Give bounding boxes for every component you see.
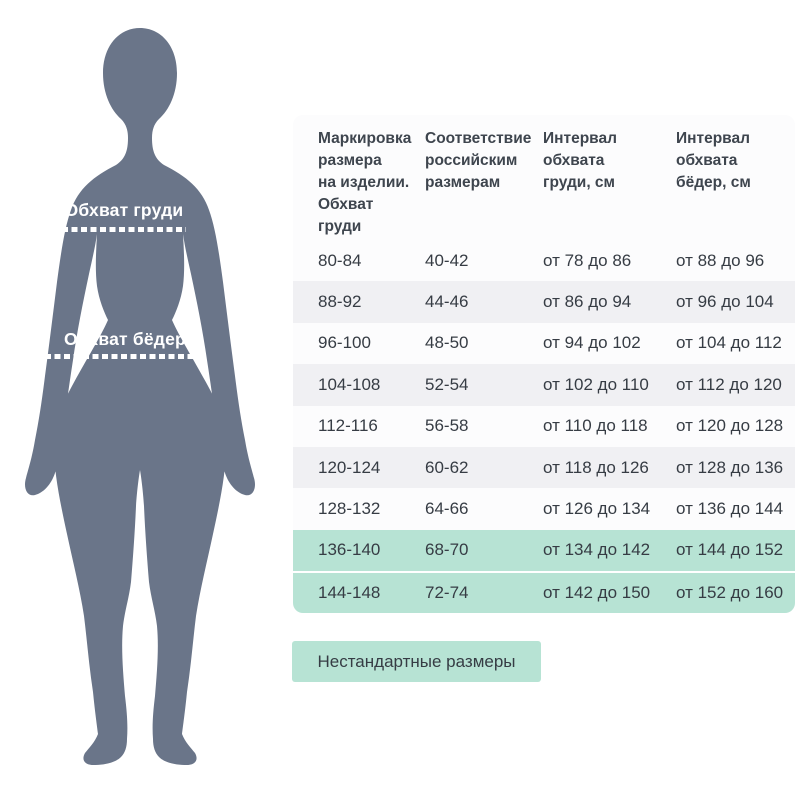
table-cell-russian: 60-62 xyxy=(425,457,469,477)
table-cell-chest: от 110 до 118 xyxy=(543,416,648,436)
table-row: 144-148 72-74 от 142 до 150 от 152 до 160 xyxy=(293,571,795,613)
table-cell-russian: 56-58 xyxy=(425,416,469,436)
table-cell-hips: от 112 до 120 xyxy=(676,374,782,394)
table-row: 112-116 56-58 от 110 до 118 от 120 до 128 xyxy=(293,406,795,447)
hips-dashed-line xyxy=(45,354,205,359)
table-cell-chest: от 134 до 142 xyxy=(543,540,651,560)
table-cell-hips: от 120 до 128 xyxy=(676,416,784,436)
chest-dashed-line xyxy=(62,227,186,232)
nonstandard-sizes-label: Нестандартные размеры xyxy=(317,651,516,671)
table-row: 136-140 68-70 от 134 до 142 от 144 до 152 xyxy=(293,529,795,572)
hips-measure-label: Обхват бёдер xyxy=(64,329,186,349)
table-cell-hips: от 128 до 136 xyxy=(676,457,784,477)
female-silhouette-figure xyxy=(0,20,280,780)
nonstandard-sizes-badge: Нестандартные размеры xyxy=(292,641,541,682)
column-header-chest-interval: Интервал обхвата груди, см xyxy=(543,130,617,191)
table-cell-chest: от 78 до 86 xyxy=(543,250,632,270)
column-header-marking: Маркировка размера на изделии. Обхват гр… xyxy=(318,130,412,235)
table-cell-russian: 48-50 xyxy=(425,333,469,353)
table-cell-hips: от 96 до 104 xyxy=(676,292,774,312)
table-cell-russian: 68-70 xyxy=(425,540,469,560)
table-cell-chest: от 142 до 150 xyxy=(543,582,651,602)
table-cell-hips: от 88 до 96 xyxy=(676,250,765,270)
table-row: 88-92 44-46 от 86 до 94 от 96 до 104 xyxy=(293,281,795,323)
table-row: 96-100 48-50 от 94 до 102 от 104 до 112 xyxy=(293,323,795,364)
table-cell-russian: 44-46 xyxy=(425,292,469,312)
table-cell-marking: 112-116 xyxy=(318,416,378,436)
table-cell-chest: от 86 до 94 xyxy=(543,292,632,312)
table-row: 120-124 60-62 от 118 до 126 от 128 до 136 xyxy=(293,446,795,489)
table-cell-marking: 88-92 xyxy=(318,292,362,312)
table-row: 104-108 52-54 от 102 до 110 от 112 до 120 xyxy=(293,364,795,406)
table-cell-chest: от 118 до 126 xyxy=(543,457,649,477)
table-cell-russian: 40-42 xyxy=(425,250,469,270)
size-table-body: 80-84 40-42 от 78 до 86 от 88 до 96 88-92 44-… xyxy=(293,240,795,613)
table-row: 128-132 64-66 от 126 до 134 от 136 до 144 xyxy=(293,488,795,529)
column-header-russian-size: Соответствие российским размерам xyxy=(425,130,532,191)
table-cell-chest: от 94 до 102 xyxy=(543,333,641,353)
table-cell-chest: от 102 до 110 xyxy=(543,374,649,394)
table-cell-russian: 52-54 xyxy=(425,374,469,394)
table-cell-marking: 120-124 xyxy=(318,457,381,477)
table-cell-marking: 104-108 xyxy=(318,374,381,394)
column-header-hips-interval: Интервал обхвата бёдер, см xyxy=(676,130,751,191)
female-silhouette-icon xyxy=(25,28,255,765)
table-cell-marking: 136-140 xyxy=(318,540,381,560)
table-header-row: Маркировка размера на изделии. Обхват гр… xyxy=(293,115,795,240)
table-cell-russian: 72-74 xyxy=(425,582,469,602)
table-cell-marking: 128-132 xyxy=(318,499,381,519)
table-cell-marking: 80-84 xyxy=(318,250,362,270)
chest-measure-label: Обхват груди xyxy=(64,200,184,220)
table-cell-marking: 96-100 xyxy=(318,333,371,353)
size-chart-table: Маркировка размера на изделии. Обхват гр… xyxy=(293,115,795,613)
table-cell-chest: от 126 до 134 xyxy=(543,499,651,519)
table-cell-russian: 64-66 xyxy=(425,499,469,519)
table-row: 80-84 40-42 от 78 до 86 от 88 до 96 xyxy=(293,240,795,281)
table-cell-hips: от 104 до 112 xyxy=(676,333,782,353)
table-cell-marking: 144-148 xyxy=(318,582,381,602)
table-cell-hips: от 136 до 144 xyxy=(676,499,784,519)
table-cell-hips: от 144 до 152 xyxy=(676,540,784,560)
table-cell-hips: от 152 до 160 xyxy=(676,582,784,602)
